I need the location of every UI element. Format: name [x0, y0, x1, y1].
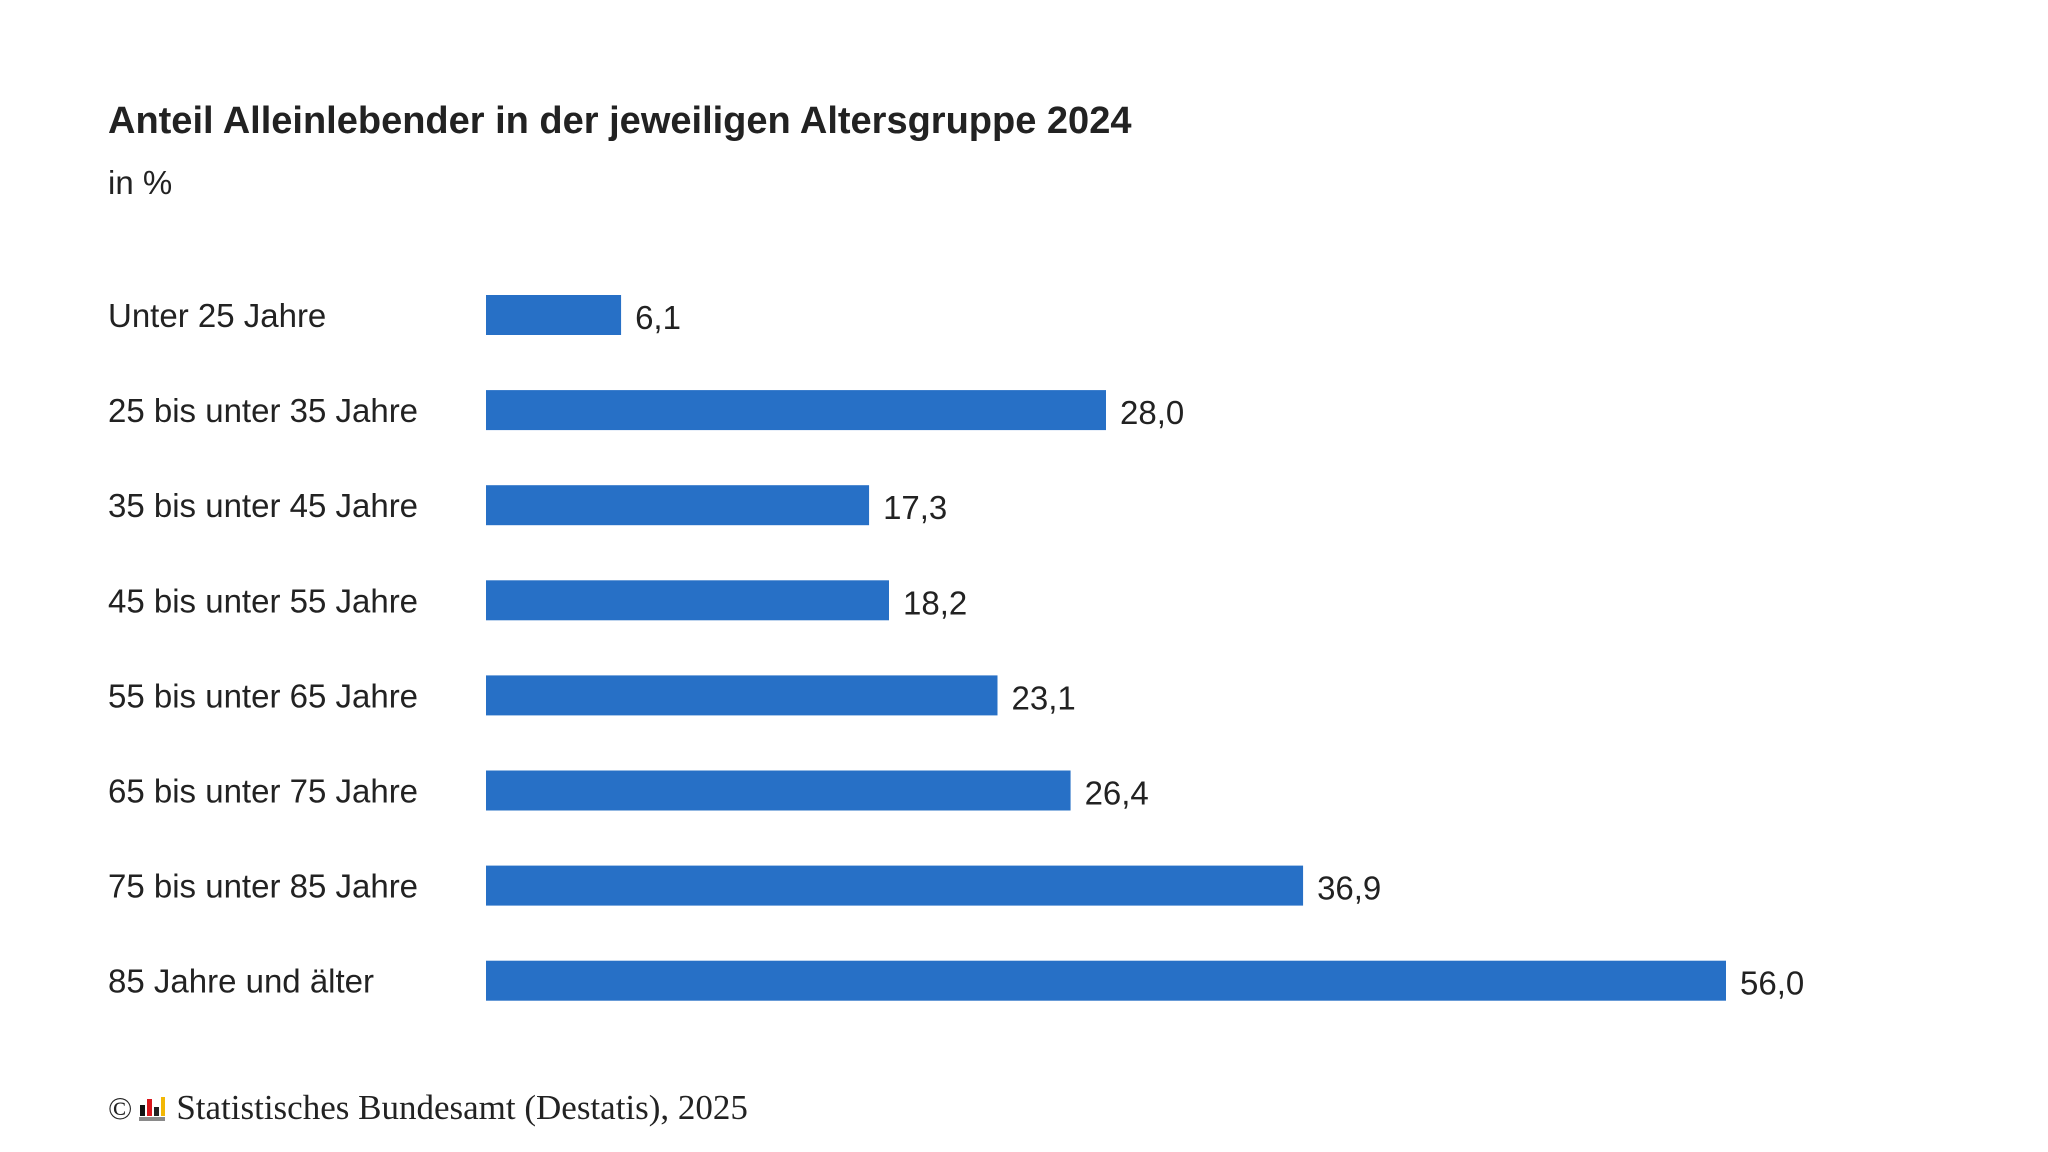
value-label: 26,4 [1085, 775, 1149, 812]
category-label: 75 bis unter 85 Jahre [108, 868, 418, 905]
category-label: 45 bis unter 55 Jahre [108, 582, 418, 619]
bar [486, 770, 1071, 811]
bar [486, 580, 889, 621]
chart-title: Anteil Alleinlebender in der jeweiligen … [108, 100, 1132, 142]
bar [486, 960, 1726, 1001]
value-label: 56,0 [1740, 965, 1804, 1002]
category-label: Unter 25 Jahre [108, 297, 326, 334]
chart-subtitle: in % [108, 164, 173, 201]
destatis-logo-icon [139, 1097, 166, 1121]
bar [486, 865, 1304, 906]
category-label: 85 Jahre und älter [108, 963, 374, 1000]
source-footer: © Statistisches Bundesamt (Destatis), 20… [108, 1088, 748, 1128]
category-label: 55 bis unter 65 Jahre [108, 677, 418, 714]
source-text: Statistisches Bundesamt (Destatis), 2025 [176, 1088, 748, 1127]
value-label: 23,1 [1012, 679, 1076, 716]
bar [486, 295, 622, 335]
category-label: 25 bis unter 35 Jahre [108, 392, 418, 429]
value-label: 28,0 [1120, 394, 1184, 431]
copyright-symbol: © [108, 1089, 133, 1126]
value-label: 36,9 [1317, 870, 1381, 907]
category-label: 35 bis unter 45 Jahre [108, 487, 418, 524]
value-label: 17,3 [883, 489, 947, 526]
category-label: 65 bis unter 75 Jahre [108, 773, 418, 810]
bar [486, 675, 998, 716]
bar [486, 390, 1106, 431]
value-label: 6,1 [635, 299, 681, 336]
value-label: 18,2 [903, 584, 967, 621]
bar [486, 485, 870, 526]
